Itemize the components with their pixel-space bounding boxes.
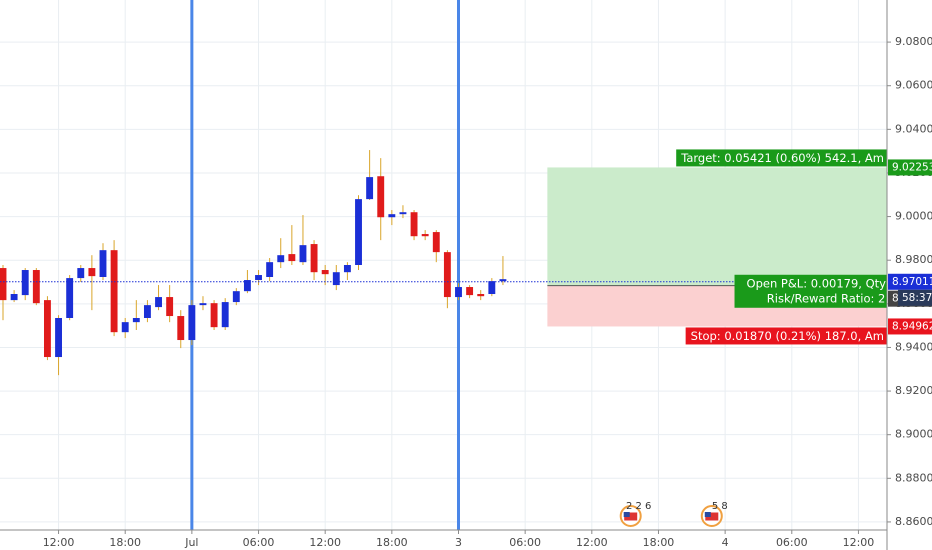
event-flag-canton [623, 512, 630, 517]
candle-body [366, 177, 374, 200]
candle-body [332, 272, 340, 286]
candle-body [88, 268, 96, 277]
y-tick-label: 8.86000 [895, 515, 932, 528]
candle-body [355, 199, 362, 265]
target-zone [547, 167, 887, 286]
candle-body [221, 302, 229, 328]
target-price: 9.02253 [892, 161, 932, 173]
candle-body [55, 318, 62, 358]
stop-label-box [685, 327, 887, 345]
candle-body [443, 252, 451, 298]
x-tick-label: 3 [455, 536, 462, 549]
pnl-label: Open P&L: 0.00179, Qty: [747, 276, 889, 290]
candle-body [0, 268, 7, 301]
candle-body [210, 303, 218, 328]
candle-body [99, 250, 107, 277]
candle-body [421, 234, 429, 237]
y-tick-label: 8.90000 [895, 428, 932, 441]
countdown-box [898, 289, 932, 306]
candle-body [166, 297, 174, 317]
y-tick-label: 9.08000 [895, 35, 932, 48]
candle-body [455, 287, 462, 298]
stop-price: 8.94962 [892, 320, 932, 332]
candle-body [232, 291, 240, 303]
x-tick-label: 18:00 [109, 536, 141, 549]
candle-body [277, 255, 285, 263]
y-tick-label: 8.98000 [895, 253, 932, 266]
x-tick-label: 18:00 [376, 536, 408, 549]
stop-label: Stop: 0.01870 (0.21%) 187.0, Am [691, 329, 884, 343]
candle-body [310, 244, 318, 273]
candle-body [199, 303, 207, 306]
x-tick-label: 12:00 [576, 536, 608, 549]
target-label: Target: 0.05421 (0.60%) 542.1, Am [680, 151, 884, 165]
candle-body [10, 294, 18, 301]
candle-body [477, 294, 485, 297]
candle-body [177, 316, 185, 341]
candle-body [155, 297, 162, 308]
candle-body [377, 176, 385, 218]
event-label: 2 2 6 [626, 501, 651, 512]
candle-body [499, 279, 507, 282]
axes: 9.080009.060009.040009.020009.000008.980… [43, 35, 932, 549]
countdown: 58:37 [902, 292, 932, 304]
y-tick-label: 8.88000 [895, 471, 932, 484]
candle-body [110, 250, 118, 333]
x-tick-label: 06:00 [509, 536, 541, 549]
y-tick-label: 9.04000 [895, 122, 932, 135]
candle-body [343, 265, 351, 273]
x-tick-label: 12:00 [43, 536, 75, 549]
stop-price-box [888, 318, 932, 335]
x-tick-label: 06:00 [243, 536, 275, 549]
event-label: 5 8 [712, 501, 728, 512]
overlay: Target: 0.05421 (0.60%) 542.1, Am Stop: 0… [619, 149, 889, 527]
candle-body [32, 270, 40, 304]
y-tick-label: 9.06000 [895, 79, 932, 92]
candle-body [143, 305, 151, 318]
candle-body [266, 262, 274, 277]
candle-body [488, 281, 496, 295]
x-tick-label: 12:00 [309, 536, 341, 549]
candle-body [299, 245, 307, 263]
candle-body [66, 278, 74, 318]
candle-body [288, 254, 296, 262]
candle-body [388, 214, 396, 218]
candle-body [188, 305, 196, 341]
candle-body [410, 212, 418, 237]
y-tick-label: 9.00000 [895, 210, 932, 223]
x-tick-label: 18:00 [643, 536, 675, 549]
candle-body [466, 287, 474, 296]
target-label-box [676, 149, 887, 167]
target-price-box [888, 159, 932, 176]
candle-body [132, 318, 140, 323]
candle-body [432, 232, 440, 253]
x-tick-label: 06:00 [776, 536, 808, 549]
y-tick-label: 8.92000 [895, 384, 932, 397]
candle-body [399, 212, 407, 215]
pnl-label: Risk/Reward Ratio: 2. [767, 291, 889, 305]
x-tick-label: Jul [184, 536, 198, 549]
x-tick-label: 12:00 [843, 536, 875, 549]
current-price: 8.97011 [892, 276, 932, 288]
x-tick-label: 4 [722, 536, 729, 549]
candle-body [77, 268, 85, 279]
candle-body [321, 270, 329, 275]
event-flag-canton [704, 512, 711, 517]
y-tick-label: 8.94000 [895, 340, 932, 353]
candle-body [21, 270, 29, 296]
pnl-box [734, 274, 887, 308]
candles [0, 0, 887, 530]
candle-body [255, 275, 262, 281]
candle-body [121, 322, 129, 333]
current-price-box [888, 273, 932, 290]
candle-body [43, 300, 51, 358]
candle-body [243, 280, 251, 292]
